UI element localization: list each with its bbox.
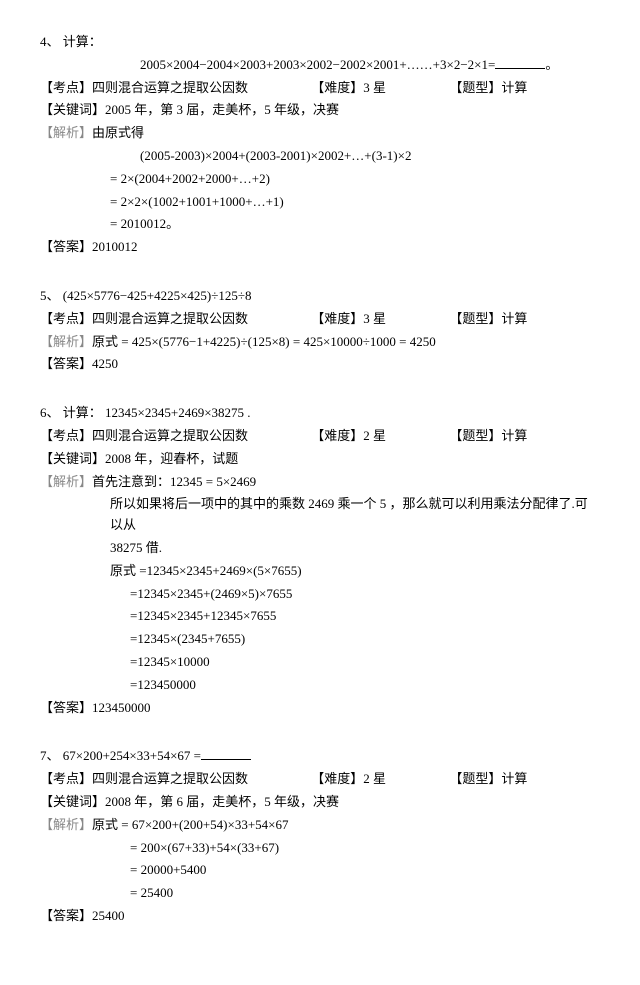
title-expr: 12345×2345+2469×38275 .: [105, 405, 251, 420]
meta-row: 【考点】四则混合运算之提取公因数 【难度】2 星 【题型】计算: [40, 426, 600, 447]
keyword-label: 【关键词】: [40, 794, 105, 809]
answer-label: 【答案】: [40, 356, 92, 371]
kaodian-label: 【考点】: [40, 771, 92, 786]
kaodian: 四则混合运算之提取公因数: [92, 311, 248, 326]
tixing: 计算: [501, 771, 527, 786]
nandu: 2 星: [363, 771, 386, 786]
calc-line: = 2010012。: [40, 214, 600, 235]
jiexi-head: 原式 = 67×200+(200+54)×33+54×67: [92, 817, 288, 832]
kaodian: 四则混合运算之提取公因数: [92, 428, 248, 443]
problem-number: 6、: [40, 405, 60, 420]
nandu-label: 【难度】: [311, 80, 363, 95]
answer-row: 【答案】2010012: [40, 237, 600, 258]
meta-row: 【考点】四则混合运算之提取公因数 【难度】2 星 【题型】计算: [40, 769, 600, 790]
kaodian-label: 【考点】: [40, 428, 92, 443]
answer-label: 【答案】: [40, 908, 92, 923]
keyword: 2008 年，第 6 届，走美杯，5 年级，决赛: [105, 794, 339, 809]
meta-row: 【考点】四则混合运算之提取公因数 【难度】3 星 【题型】计算: [40, 78, 600, 99]
keyword-row: 【关键词】2008 年，第 6 届，走美杯，5 年级，决赛: [40, 792, 600, 813]
jiexi-head: 原式 = 425×(5776−1+4225)÷(125×8) = 425×100…: [92, 334, 436, 349]
problem-7: 7、 67×200+254×33+54×67 = 【考点】四则混合运算之提取公因…: [40, 746, 600, 926]
jiexi-row: 【解析】原式 = 67×200+(200+54)×33+54×67: [40, 815, 600, 836]
answer-row: 【答案】25400: [40, 906, 600, 927]
title-expr: 2005×2004−2004×2003+2003×2002−2002×2001+…: [140, 57, 495, 72]
problem-number: 7、: [40, 748, 60, 763]
calc-line: =12345×2345+12345×7655: [40, 606, 600, 627]
calc-line: =12345×(2345+7655): [40, 629, 600, 650]
answer-label: 【答案】: [40, 700, 92, 715]
tixing: 计算: [501, 311, 527, 326]
title-row: 5、 (425×5776−425+4225×425)÷125÷8: [40, 286, 600, 307]
title-expr: 67×200+254×33+54×67 =: [63, 748, 201, 763]
nandu-label: 【难度】: [311, 428, 363, 443]
keyword-label: 【关键词】: [40, 102, 105, 117]
nandu: 2 星: [363, 428, 386, 443]
jiexi-head: 由原式得: [92, 125, 144, 140]
problem-5: 5、 (425×5776−425+4225×425)÷125÷8 【考点】四则混…: [40, 286, 600, 375]
answer: 123450000: [92, 700, 151, 715]
calc-line: =12345×2345+(2469×5)×7655: [40, 584, 600, 605]
title-expr: (425×5776−425+4225×425)÷125÷8: [63, 288, 252, 303]
problem-6: 6、 计算： 12345×2345+2469×38275 . 【考点】四则混合运…: [40, 403, 600, 718]
jiexi-label: 【解析】: [40, 474, 92, 489]
title-row: 4、 计算：: [40, 32, 600, 53]
problem-number: 5、: [40, 288, 60, 303]
calc-line: = 20000+5400: [40, 860, 600, 881]
answer: 2010012: [92, 239, 138, 254]
calc-line: =123450000: [40, 675, 600, 696]
title-row: 6、 计算： 12345×2345+2469×38275 .: [40, 403, 600, 424]
jiexi-label: 【解析】: [40, 125, 92, 140]
answer-label: 【答案】: [40, 239, 92, 254]
kaodian-label: 【考点】: [40, 311, 92, 326]
calc-line: 原式 =12345×2345+2469×(5×7655): [40, 561, 600, 582]
jiexi-row: 【解析】原式 = 425×(5776−1+4225)÷(125×8) = 425…: [40, 332, 600, 353]
keyword: 2005 年，第 3 届，走美杯，5 年级，决赛: [105, 102, 339, 117]
problem-number: 4、: [40, 34, 60, 49]
calc-line: = 2×(2004+2002+2000+…+2): [40, 169, 600, 190]
kaodian: 四则混合运算之提取公因数: [92, 771, 248, 786]
tixing-label: 【题型】: [449, 80, 501, 95]
title-tail: 。: [545, 57, 558, 72]
keyword-label: 【关键词】: [40, 451, 105, 466]
kaodian: 四则混合运算之提取公因数: [92, 80, 248, 95]
jiexi-row: 【解析】首先注意到：12345 = 5×2469: [40, 472, 600, 493]
tixing: 计算: [501, 80, 527, 95]
tixing-label: 【题型】: [449, 771, 501, 786]
blank: [495, 56, 545, 69]
title-prefix: 计算：: [63, 34, 102, 49]
nandu-label: 【难度】: [311, 771, 363, 786]
nandu-label: 【难度】: [311, 311, 363, 326]
note-line: 所以如果将后一项中的其中的乘数 2469 乘一个 5 ，那么就可以利用乘法分配律…: [40, 494, 600, 536]
title-expr-row: 2005×2004−2004×2003+2003×2002−2002×2001+…: [40, 55, 600, 76]
jiexi-row: 【解析】由原式得: [40, 123, 600, 144]
calc-line: = 2×2×(1002+1001+1000+…+1): [40, 192, 600, 213]
title-row: 7、 67×200+254×33+54×67 =: [40, 746, 600, 767]
meta-row: 【考点】四则混合运算之提取公因数 【难度】3 星 【题型】计算: [40, 309, 600, 330]
tixing-label: 【题型】: [449, 428, 501, 443]
answer-row: 【答案】4250: [40, 354, 600, 375]
keyword-row: 【关键词】2008 年，迎春杯，试题: [40, 449, 600, 470]
tixing-label: 【题型】: [449, 311, 501, 326]
jiexi-label: 【解析】: [40, 817, 92, 832]
note-line: 38275 借.: [40, 538, 600, 559]
nandu: 3 星: [363, 80, 386, 95]
title-prefix: 计算：: [63, 405, 102, 420]
jiexi-label: 【解析】: [40, 334, 92, 349]
kaodian-label: 【考点】: [40, 80, 92, 95]
answer: 4250: [92, 356, 118, 371]
tixing: 计算: [501, 428, 527, 443]
answer-row: 【答案】123450000: [40, 698, 600, 719]
problem-4: 4、 计算： 2005×2004−2004×2003+2003×2002−200…: [40, 32, 600, 258]
blank: [201, 747, 251, 760]
jiexi-head: 首先注意到：12345 = 5×2469: [92, 474, 256, 489]
nandu: 3 星: [363, 311, 386, 326]
calc-line: (2005-2003)×2004+(2003-2001)×2002+…+(3-1…: [40, 146, 600, 167]
calc-line: = 200×(67+33)+54×(33+67): [40, 838, 600, 859]
calc-line: = 25400: [40, 883, 600, 904]
answer: 25400: [92, 908, 125, 923]
keyword-row: 【关键词】2005 年，第 3 届，走美杯，5 年级，决赛: [40, 100, 600, 121]
calc-line: =12345×10000: [40, 652, 600, 673]
keyword: 2008 年，迎春杯，试题: [105, 451, 238, 466]
